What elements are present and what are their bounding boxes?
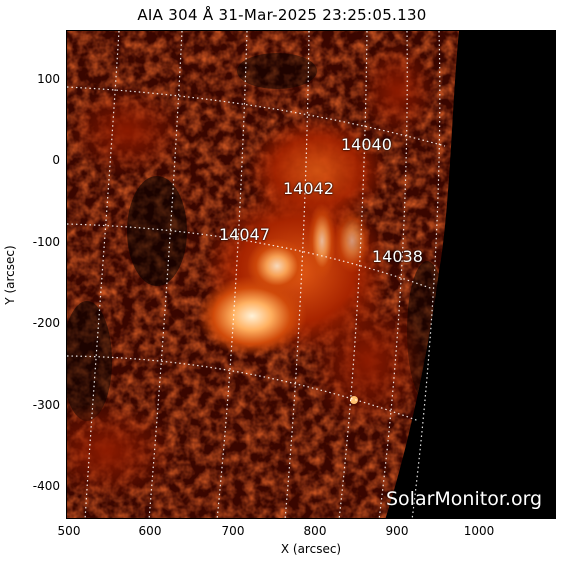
y-tick-label: -400: [32, 479, 60, 493]
x-tick-label: 500: [57, 524, 81, 538]
y-tick-label: -100: [32, 235, 60, 249]
x-tick-label: 800: [303, 524, 327, 538]
y-tick-label: -300: [32, 398, 60, 412]
x-axis-label: X (arcsec): [280, 542, 342, 556]
active-region-label: 14047: [219, 225, 270, 244]
y-axis-label: Y (arcsec): [3, 245, 17, 305]
heliographic-grid: [67, 31, 446, 518]
solar-disk: [67, 31, 459, 518]
active-region-label: 14042: [283, 179, 334, 198]
y-tick-label: -200: [32, 316, 60, 330]
y-tick-label: 100: [37, 72, 60, 86]
solar-image: [67, 31, 555, 518]
active-region-label: 14040: [341, 135, 392, 154]
x-tick-label: 1000: [463, 524, 495, 538]
x-tick-label: 700: [221, 524, 245, 538]
x-tick-label: 600: [138, 524, 162, 538]
image-title: AIA 304 Å 31-Mar-2025 23:25:05.130: [137, 6, 427, 24]
x-tick-label: 900: [385, 524, 409, 538]
solarmonitor-watermark: SolarMonitor.org: [386, 488, 543, 510]
active-region-label: 14038: [372, 247, 423, 266]
solar-image-panel: 14040 14042 14047 14038: [66, 30, 556, 519]
y-tick-label: 0: [52, 153, 60, 167]
